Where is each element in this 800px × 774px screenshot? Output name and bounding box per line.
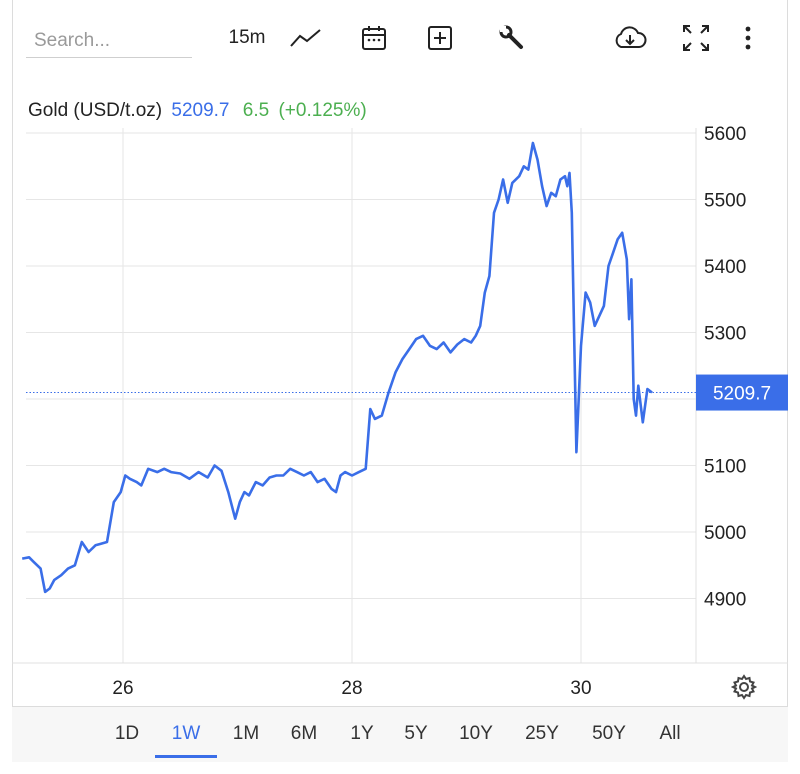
- y-tick-label: 5400: [704, 257, 746, 278]
- range-10y[interactable]: 10Y: [459, 723, 493, 744]
- add-box-icon[interactable]: [422, 20, 458, 56]
- range-1y[interactable]: 1Y: [350, 723, 374, 744]
- chart-legend: Gold (USD/t.oz) 5209.7 6.5 (+0.125%): [28, 100, 367, 122]
- y-tick-label: 4900: [704, 590, 746, 611]
- calendar-icon[interactable]: [356, 20, 392, 56]
- price-line: [21, 141, 653, 594]
- range-6m[interactable]: 6M: [290, 723, 318, 744]
- line-chart-icon[interactable]: [288, 20, 324, 56]
- range-1d[interactable]: 1D: [114, 723, 140, 744]
- x-tick-label: 30: [570, 678, 591, 699]
- wrench-icon[interactable]: [494, 20, 530, 56]
- last-price-tag: [696, 374, 788, 411]
- range-1w[interactable]: 1W: [171, 723, 201, 744]
- x-tick-label: 28: [341, 678, 362, 699]
- active-range-underline: [155, 755, 217, 758]
- range-all[interactable]: All: [659, 723, 681, 744]
- range-selector: 1D 1W 1M 6M 1Y 5Y 10Y 25Y 50Y All: [12, 706, 788, 762]
- toolbar: 15m: [0, 0, 800, 70]
- last-price: 5209.7: [171, 100, 230, 121]
- instrument-name: Gold (USD/t.oz): [28, 100, 163, 121]
- cloud-download-icon[interactable]: [610, 20, 650, 56]
- x-tick-label: 26: [112, 678, 133, 699]
- range-1m[interactable]: 1M: [232, 723, 260, 744]
- gear-icon[interactable]: [730, 674, 758, 700]
- range-50y[interactable]: 50Y: [592, 723, 626, 744]
- price-chart[interactable]: 4900500051005200530054005500560026283052…: [0, 0, 800, 706]
- range-25y[interactable]: 25Y: [525, 723, 559, 744]
- y-tick-label: 5100: [704, 457, 746, 478]
- price-change: 6.5: [242, 100, 270, 121]
- y-tick-label: 5500: [704, 191, 746, 212]
- interval-selector[interactable]: 15m: [228, 27, 266, 48]
- fullscreen-icon[interactable]: [678, 20, 714, 56]
- last-price-tag-label: 5209.7: [713, 384, 771, 405]
- range-5y[interactable]: 5Y: [404, 723, 428, 744]
- search-input[interactable]: [26, 24, 192, 58]
- y-tick-label: 5600: [704, 124, 746, 145]
- price-change-percent: (+0.125%): [278, 100, 367, 121]
- y-tick-label: 5000: [704, 523, 746, 544]
- y-tick-label: 5300: [704, 324, 746, 345]
- more-vertical-icon[interactable]: [738, 20, 758, 56]
